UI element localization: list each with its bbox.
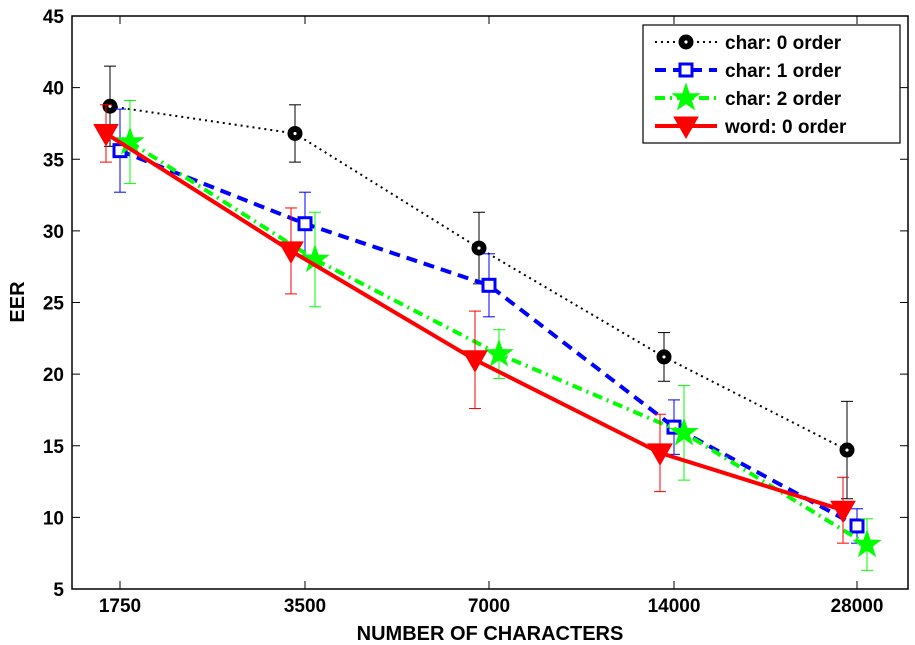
legend-label: char: 2 order: [725, 89, 842, 110]
legend-item: char: 2 order: [655, 82, 842, 111]
legend-item: char: 0 order: [655, 33, 842, 54]
y-tick-label: 10: [43, 508, 64, 529]
data-point: [849, 518, 865, 534]
data-point: [647, 443, 673, 466]
data-point: [852, 529, 882, 558]
data-point: [102, 98, 118, 114]
series-layer: [93, 65, 882, 571]
data-point: [484, 338, 514, 367]
x-tick-label: 14000: [648, 596, 701, 617]
data-point: [93, 123, 119, 147]
data-point: [297, 216, 313, 232]
x-tick-label: 28000: [831, 596, 884, 617]
data-point: [830, 500, 856, 524]
y-axis: 5 10 15 20 25 30 35 40 45: [43, 7, 908, 601]
y-tick-label: 35: [43, 150, 65, 171]
series-3: [93, 104, 856, 544]
legend-label: char: 0 order: [725, 33, 842, 54]
data-point: [278, 241, 304, 264]
legend-item: char: 1 order: [655, 61, 842, 82]
y-tick-label: 5: [53, 580, 64, 601]
legend: char: 0 order char: 1 order char: 2 order w…: [642, 24, 901, 144]
data-point: [669, 417, 699, 446]
y-tick-label: 40: [43, 79, 64, 100]
legend-item: word: 0 order: [655, 116, 847, 140]
legend-marker: [671, 82, 701, 111]
y-tick-label: 45: [43, 7, 65, 28]
data-point: [471, 240, 487, 256]
data-point: [656, 349, 672, 365]
x-axis-title: NUMBER OF CHARACTERS: [357, 623, 624, 645]
y-tick-label: 20: [43, 365, 64, 386]
legend-label: word: 0 order: [724, 117, 847, 138]
y-axis-title: EER: [7, 281, 29, 323]
y-tick-label: 30: [43, 222, 64, 243]
y-tick-label: 25: [43, 294, 65, 315]
data-point: [481, 277, 497, 293]
legend-marker: [678, 34, 694, 50]
series-2: [115, 100, 882, 571]
series-1: [112, 108, 865, 544]
data-point: [287, 125, 303, 141]
data-point: [839, 442, 855, 458]
x-axis: 1750 3500 7000 14000 28000: [99, 16, 884, 617]
legend-label: char: 1 order: [725, 61, 842, 82]
data-point: [462, 350, 488, 373]
y-tick-label: 15: [43, 437, 65, 458]
x-tick-label: 1750: [99, 596, 141, 617]
x-tick-label: 7000: [468, 596, 510, 617]
legend-marker: [673, 116, 699, 140]
legend-marker: [678, 62, 694, 78]
series-line: [119, 148, 858, 528]
x-tick-label: 3500: [284, 596, 326, 617]
